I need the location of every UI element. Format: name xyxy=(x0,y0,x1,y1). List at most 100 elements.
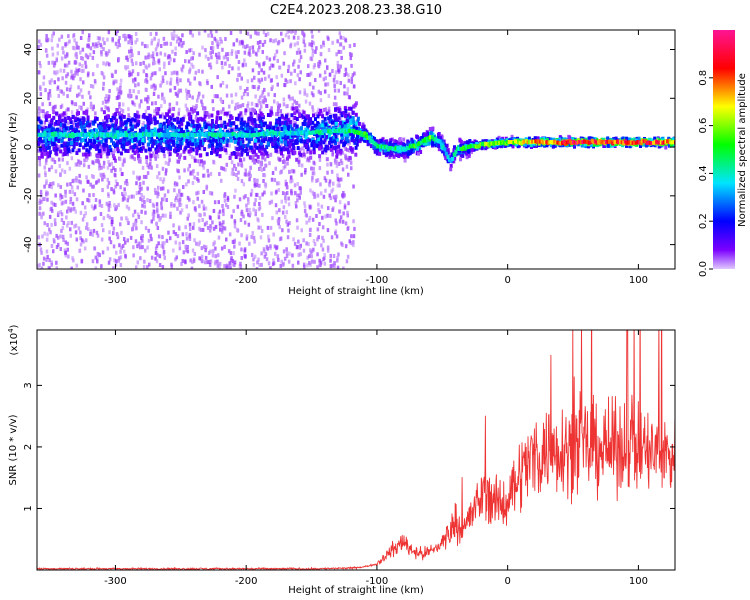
spectrogram-cell xyxy=(310,57,314,62)
spectrogram-cell xyxy=(43,231,46,236)
spectrogram-cell xyxy=(240,209,244,214)
spectrogram-cell xyxy=(142,174,146,179)
spectrogram-cell xyxy=(260,167,264,172)
spectrogram-cell xyxy=(331,150,335,155)
spectrogram-cell xyxy=(151,71,155,76)
spectrogram-cell xyxy=(327,94,331,98)
spectrogram-cell xyxy=(320,191,323,196)
spectrogram-cell xyxy=(336,60,340,65)
spectrogram-cell xyxy=(45,128,49,133)
spectrogram-cell xyxy=(285,247,288,252)
spectrogram-cell xyxy=(245,203,248,208)
spectrogram-cell xyxy=(79,180,82,185)
spectrogram-cell xyxy=(63,169,67,174)
spectrogram-cell xyxy=(224,167,227,172)
spectrogram-cell xyxy=(252,257,255,262)
spectrogram-cell xyxy=(216,44,220,49)
spectrogram-cell xyxy=(258,196,262,201)
spectrogram-cell xyxy=(248,241,251,246)
spectrogram-cell xyxy=(154,47,158,52)
spectrogram-cell xyxy=(124,66,128,71)
spectrogram-cell xyxy=(270,137,274,142)
spectrogram-cell xyxy=(259,235,263,240)
spectrogram-cell xyxy=(144,79,147,84)
spectrogram-cell xyxy=(53,218,57,223)
spectrogram-cell xyxy=(291,168,294,173)
spectrogram-cell xyxy=(147,52,150,57)
spectrogram-cell xyxy=(449,164,453,168)
spectrogram-cell xyxy=(148,199,152,203)
spectrogram-cell xyxy=(232,121,236,126)
spectrogram-cell xyxy=(104,115,107,120)
spectrogram-cell xyxy=(215,60,219,65)
spectrogram-cell xyxy=(257,71,261,75)
spectrogram-cell xyxy=(89,182,92,187)
spectrogram-cell xyxy=(326,228,330,233)
spectrogram-cell xyxy=(248,46,252,51)
spectrogram-cell xyxy=(93,217,96,221)
spectrogram-cell xyxy=(304,99,308,104)
spectrogram-cell xyxy=(258,183,261,188)
spectrogram-cell xyxy=(318,222,321,226)
spectrogram-cell xyxy=(196,98,199,103)
spectrogram-cell xyxy=(297,109,301,114)
spectrogram-cell xyxy=(112,113,116,118)
spectrogram-cell xyxy=(152,153,155,158)
spectrogram-cell xyxy=(79,242,83,247)
spectrogram-cell xyxy=(37,173,41,178)
spectrogram-cell xyxy=(310,91,314,96)
spectrogram-cell xyxy=(69,117,72,122)
spectrogram-cell xyxy=(143,200,146,204)
spectrogram-cell xyxy=(100,264,103,269)
spectrogram-cell xyxy=(182,137,186,142)
spectrogram-cell xyxy=(263,173,267,178)
spectrogram-cell xyxy=(123,249,126,254)
spectrogram-cell xyxy=(239,104,242,109)
spectrogram-cell xyxy=(206,260,209,265)
spectrogram-cell xyxy=(313,259,316,264)
spectrogram-cell xyxy=(139,256,142,261)
spectrogram-cell xyxy=(197,218,201,223)
spectrogram-cell xyxy=(154,140,158,145)
spectrogram-cell xyxy=(281,191,285,196)
spectrogram-cell xyxy=(363,138,366,143)
spectrogram-cell xyxy=(87,90,91,95)
spectrogram-cell xyxy=(101,177,104,182)
spectrogram-cell xyxy=(278,149,281,154)
spectrogram-cell xyxy=(229,251,233,256)
spectrogram-cell xyxy=(262,62,265,67)
spectrogram-cell xyxy=(258,108,262,113)
spectrogram-cell xyxy=(303,122,307,127)
spectrogram-cell xyxy=(112,226,116,231)
spectrogram-cell xyxy=(233,244,236,249)
spectrogram-cell xyxy=(268,161,271,166)
spectrogram-cell xyxy=(99,212,103,216)
spectrogram-cell xyxy=(91,184,94,189)
spectrogram-cell xyxy=(43,125,46,130)
spectrogram-cell xyxy=(332,102,336,107)
spectrogram-cell xyxy=(111,115,115,120)
spectrogram-cell xyxy=(361,125,364,130)
spectrogram-cell xyxy=(187,167,190,172)
spectrogram-cell xyxy=(278,237,282,242)
spectrogram-cell xyxy=(224,61,227,66)
spectrogram-cell xyxy=(203,222,207,227)
spectrogram-cell xyxy=(323,253,326,257)
spectrogram-cell xyxy=(43,221,46,226)
spectrogram-cell xyxy=(239,111,243,116)
spectrogram-cell xyxy=(118,36,121,40)
spectrogram-cell xyxy=(218,154,222,159)
spectrogram-cell xyxy=(326,35,329,40)
spectrogram-cell xyxy=(296,127,300,132)
spectrogram-cell xyxy=(284,215,287,219)
spectrogram-cell xyxy=(187,179,190,184)
spectrogram-cell xyxy=(185,232,188,237)
spectrogram-cell xyxy=(62,221,66,225)
spectrogram-cell xyxy=(141,245,144,250)
spectrogram-cell xyxy=(169,211,172,216)
spectrogram-cell xyxy=(266,225,270,230)
spectrogram-cell xyxy=(256,217,259,222)
spectrogram-cell xyxy=(167,230,170,235)
spectrogram-cell xyxy=(101,136,105,141)
spectrogram-cell xyxy=(162,186,165,191)
